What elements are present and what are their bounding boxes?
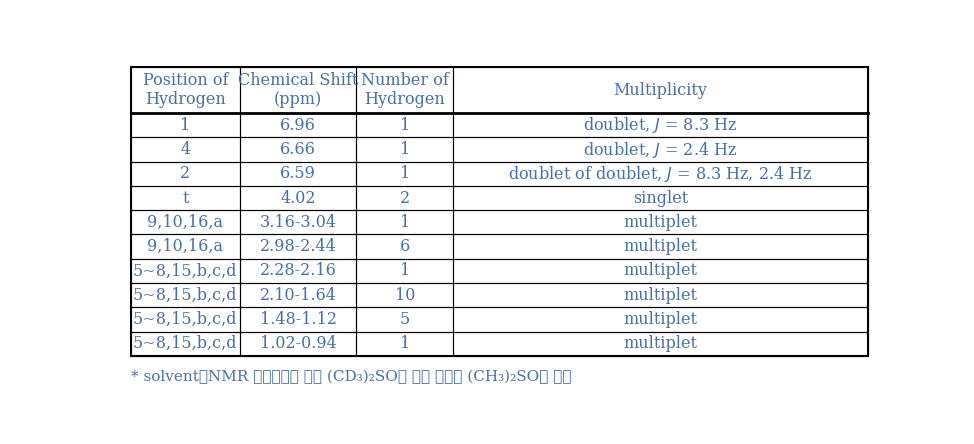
Text: doublet of doublet, $\mathit{J}$ = 8.3 Hz, 2.4 Hz: doublet of doublet, $\mathit{J}$ = 8.3 H… (508, 164, 812, 184)
Text: multiplet: multiplet (623, 311, 697, 328)
Text: 5~8,15,b,c,d: 5~8,15,b,c,d (133, 335, 238, 352)
Bar (454, 162, 868, 186)
Bar (356, 113, 454, 137)
Bar (454, 259, 868, 283)
Text: 3.16-3.04: 3.16-3.04 (259, 214, 337, 231)
Bar (454, 234, 868, 259)
Bar (356, 234, 454, 259)
Text: Multiplicity: Multiplicity (614, 82, 707, 99)
Text: 9,10,16,a: 9,10,16,a (147, 214, 223, 231)
Text: 1: 1 (399, 141, 410, 158)
Bar (131, 259, 240, 283)
Text: 2: 2 (399, 190, 410, 206)
Bar (240, 259, 356, 283)
Bar (356, 283, 454, 307)
Text: 5~8,15,b,c,d: 5~8,15,b,c,d (133, 262, 238, 279)
Bar (454, 113, 868, 137)
Text: 5~8,15,b,c,d: 5~8,15,b,c,d (133, 311, 238, 328)
Text: t: t (182, 190, 189, 206)
Text: 4: 4 (180, 141, 190, 158)
Bar (240, 210, 356, 234)
Bar (356, 332, 454, 356)
Text: 6: 6 (399, 238, 410, 255)
Text: 5~8,15,b,c,d: 5~8,15,b,c,d (133, 287, 238, 304)
Text: multiplet: multiplet (623, 335, 697, 352)
Text: 1: 1 (399, 214, 410, 231)
Text: 2.98-2.44: 2.98-2.44 (260, 238, 336, 255)
Bar (356, 210, 454, 234)
Bar (240, 283, 356, 307)
Text: 2: 2 (180, 165, 190, 182)
Bar (240, 137, 356, 162)
Bar (131, 186, 240, 210)
Text: 1: 1 (399, 117, 410, 134)
Text: 5: 5 (399, 311, 410, 328)
Text: multiplet: multiplet (623, 214, 697, 231)
Text: 6.59: 6.59 (281, 165, 316, 182)
Text: 1.48-1.12: 1.48-1.12 (259, 311, 337, 328)
Bar (240, 332, 356, 356)
Bar (240, 113, 356, 137)
Text: multiplet: multiplet (623, 287, 697, 304)
Text: 1.02-0.94: 1.02-0.94 (260, 335, 336, 352)
Bar (131, 332, 240, 356)
Text: * solvent：NMR 측정용으로 쓰인 (CD₃)₂SO에 미량 혼재된 (CH₃)₂SO의 피크: * solvent：NMR 측정용으로 쓰인 (CD₃)₂SO에 미량 혼재된 … (131, 369, 572, 384)
Text: Position of
Hydrogen: Position of Hydrogen (142, 72, 228, 108)
Bar (356, 307, 454, 332)
Bar (454, 137, 868, 162)
Text: 1: 1 (399, 165, 410, 182)
Bar (356, 186, 454, 210)
Text: 6.96: 6.96 (281, 117, 316, 134)
Text: 6.66: 6.66 (281, 141, 316, 158)
Text: doublet, $\mathit{J}$ = 2.4 Hz: doublet, $\mathit{J}$ = 2.4 Hz (583, 139, 737, 159)
Bar (454, 210, 868, 234)
Text: multiplet: multiplet (623, 262, 697, 279)
Bar (454, 186, 868, 210)
Bar (131, 162, 240, 186)
Bar (131, 307, 240, 332)
Bar (454, 283, 868, 307)
Bar (240, 162, 356, 186)
Bar (454, 307, 868, 332)
Bar (356, 162, 454, 186)
Bar (131, 210, 240, 234)
Text: 1: 1 (180, 117, 191, 134)
Bar (131, 283, 240, 307)
Bar (454, 332, 868, 356)
Bar (356, 259, 454, 283)
Text: Number of
Hydrogen: Number of Hydrogen (361, 72, 449, 108)
Text: 1: 1 (399, 262, 410, 279)
Bar (131, 234, 240, 259)
Text: 4.02: 4.02 (281, 190, 316, 206)
Text: 9,10,16,a: 9,10,16,a (147, 238, 223, 255)
Bar (131, 137, 240, 162)
Bar (240, 307, 356, 332)
Text: 2.28-2.16: 2.28-2.16 (260, 262, 336, 279)
Bar (131, 113, 240, 137)
Text: 2.10-1.64: 2.10-1.64 (260, 287, 336, 304)
Text: 1: 1 (399, 335, 410, 352)
Bar (240, 186, 356, 210)
Text: doublet, $\mathit{J}$ = 8.3 Hz: doublet, $\mathit{J}$ = 8.3 Hz (583, 115, 737, 135)
Text: multiplet: multiplet (623, 238, 697, 255)
Text: Chemical Shift
(ppm): Chemical Shift (ppm) (238, 72, 358, 108)
Text: singlet: singlet (633, 190, 689, 206)
Text: 10: 10 (394, 287, 415, 304)
Bar (356, 137, 454, 162)
Bar (240, 234, 356, 259)
